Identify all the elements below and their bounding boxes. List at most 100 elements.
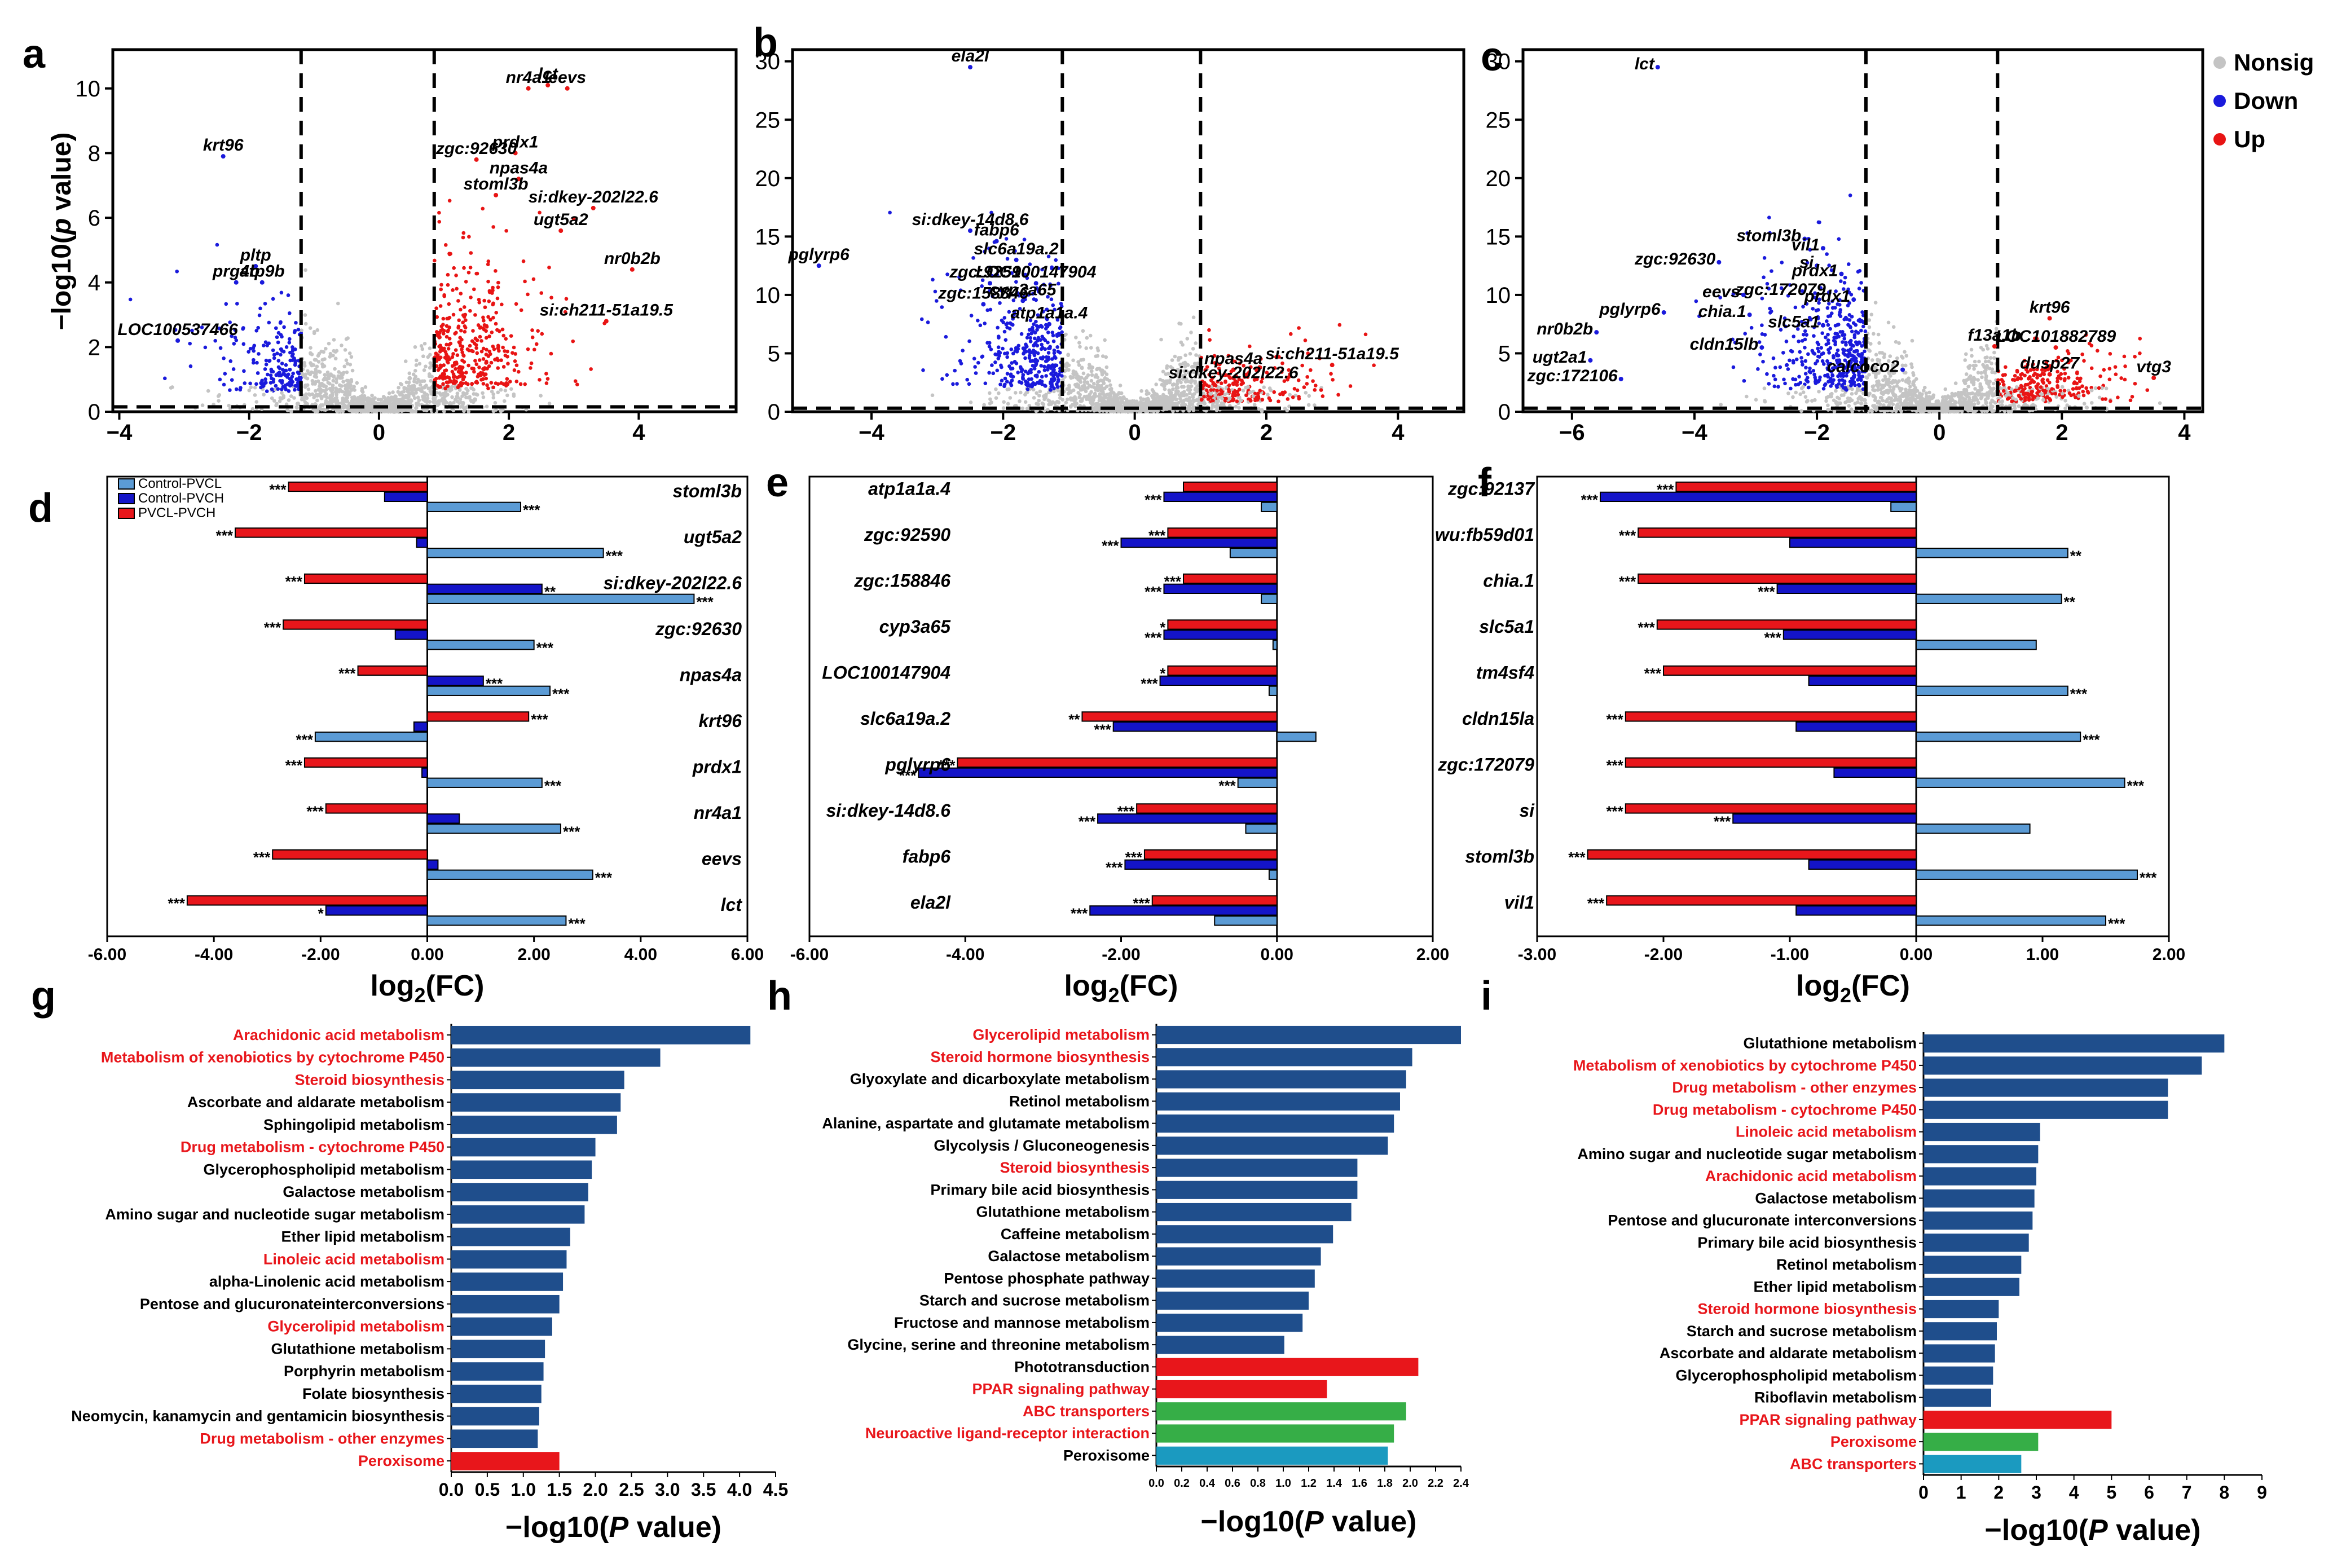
volcano-point [284,387,288,391]
volcano-point [200,403,205,407]
volcano-point [1286,397,1290,401]
volcano-point [386,396,390,400]
volcano-point [2017,394,2021,398]
volcano-point [1306,403,1311,407]
volcano-point [2035,391,2039,395]
volcano-point [1971,409,1975,414]
volcano-point [469,251,473,255]
volcano-point [453,332,457,336]
volcano-point [2013,373,2017,378]
volcano-point [976,360,980,365]
volcano-point [1065,387,1069,391]
volcano-point [215,243,219,247]
volcano-point [421,354,425,359]
y-tick-label: 0 [88,400,100,425]
volcano-point [1045,368,1050,372]
volcano-point [1834,389,1838,393]
volcano-point [1078,345,1082,349]
volcano-point [2036,396,2040,400]
volcano-point [532,347,536,352]
volcano-point [334,349,339,353]
volcano-point [239,386,243,390]
labeled-gene-point [474,157,479,162]
volcano-point [1174,391,1178,396]
volcano-point [456,325,460,330]
volcano-point [1191,347,1195,351]
volcano-point [487,290,492,294]
volcano-point [2097,395,2102,400]
volcano-point [1094,354,1098,358]
volcano-point [438,304,443,308]
volcano-point [1178,397,1182,401]
volcano-point [2019,384,2023,388]
volcano-point [429,378,433,383]
volcano-point [443,355,447,360]
volcano-point [475,271,479,276]
gene-label: si:ch211-51a19.5 [1266,345,1400,363]
volcano-point [467,348,471,353]
volcano-point [1187,409,1191,413]
volcano-point [414,358,419,363]
volcano-point [310,392,315,397]
volcano-point [332,349,336,353]
volcano-point [1046,340,1050,345]
volcano-point [2041,377,2045,382]
volcano-point [1778,365,1782,369]
volcano-point [477,365,481,369]
volcano-point [1095,346,1100,350]
volcano-point [1187,401,1192,406]
volcano-point [437,331,441,335]
volcano-point [1237,387,1242,391]
volcano-point [524,407,529,412]
volcano-point [2063,377,2067,381]
volcano-point [1037,398,1041,403]
volcano-point [448,252,452,256]
volcano-point [1823,382,1828,386]
volcano-point [1894,340,1898,344]
volcano-point [473,359,477,363]
volcano-point [1027,348,1032,353]
volcano-point [472,387,476,392]
volcano-point [402,389,406,394]
volcano-point [544,372,548,376]
volcano-point [1028,340,1033,343]
volcano-point [1049,377,1054,381]
volcano-point [508,380,512,384]
volcano-point [983,381,988,385]
volcano-point [275,402,279,406]
volcano-point [291,345,294,349]
volcano-point [1847,312,1852,317]
volcano-point [2086,390,2090,395]
volcano-point [1283,406,1287,411]
volcano-point [486,262,490,266]
volcano-point [1917,403,1921,407]
volcano-point [1803,395,1808,399]
volcano-point [311,382,315,386]
volcano-point [518,382,523,386]
volcano-point [965,377,969,382]
volcano-point [360,397,365,400]
volcano-point [983,321,987,325]
volcano-point [1139,389,1143,393]
volcano-point [1297,395,1301,399]
volcano-point [1826,323,1830,327]
volcano-point [1977,359,1981,364]
volcano-point [987,371,991,375]
volcano-point [1319,388,1323,392]
volcano-point [434,377,438,381]
volcano-point [444,342,449,347]
volcano-point [1024,342,1028,346]
volcano-point [529,361,534,365]
volcano-point [382,400,386,404]
volcano-point [1886,382,1890,387]
volcano-point [1258,389,1262,393]
volcano-point [461,320,465,325]
labeled-gene-point [1047,321,1051,327]
volcano-point [233,328,237,332]
volcano-point [256,325,260,330]
volcano-point [998,351,1002,355]
volcano-point [491,302,495,307]
volcano-point [1016,343,1020,348]
volcano-point [385,399,389,403]
volcano-point [1321,394,1325,398]
